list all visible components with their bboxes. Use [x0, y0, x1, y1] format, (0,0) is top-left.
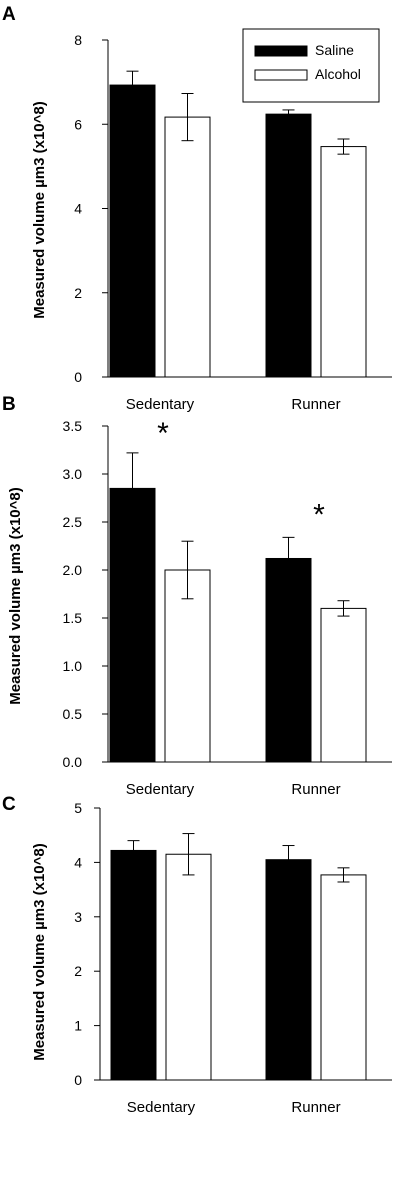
panel-b-letter: B	[2, 394, 16, 415]
panel-b-ylabel: Measured volume µm3 (x10^8)	[7, 487, 24, 705]
bar-alcohol-sedentary	[164, 116, 211, 378]
panel-a-legend: Saline Alcohol	[242, 28, 380, 103]
x-category-label: Runner	[291, 1099, 340, 1116]
panel-c-ylabel: Measured volume µm3 (x10^8)	[31, 843, 48, 1061]
y-tick-label: 0.5	[63, 706, 83, 722]
y-tick-label: 6	[74, 116, 82, 132]
y-tick-label: 2	[74, 285, 82, 301]
y-tick-label: 4	[74, 201, 82, 217]
y-tick-label: 3.5	[63, 418, 83, 434]
bar-alcohol-runner	[320, 607, 367, 763]
x-category-label: Runner	[291, 396, 340, 413]
bar-alcohol-runner	[320, 874, 367, 1081]
x-category-label: Sedentary	[126, 396, 195, 413]
y-tick-label: 3.0	[63, 466, 83, 482]
y-tick-label: 8	[74, 32, 82, 48]
y-tick-label: 5	[74, 800, 82, 816]
legend-label-saline: Saline	[315, 42, 354, 58]
x-category-label: Sedentary	[127, 1099, 196, 1116]
y-tick-label: 0	[74, 1072, 82, 1088]
significance-star: *	[313, 498, 325, 531]
panel-b: B Measured volume µm3 (x10^8) 0.0 0.5 1.0 1…	[2, 394, 392, 798]
y-tick-label: 1	[74, 1018, 82, 1034]
panel-c-plot: 0 1 2 3 4 5 Sedentary Runner	[74, 800, 392, 1116]
panel-c: C Measured volume µm3 (x10^8) 0 1 2 3 4 5 Sede…	[2, 794, 392, 1116]
bar-saline-runner	[265, 859, 312, 1081]
y-tick-label: 1.5	[63, 610, 83, 626]
panel-a: A Measured volume µm3 (x10^8) 0 2 4 6 8 Seden…	[2, 4, 392, 413]
y-tick-label: 4	[74, 854, 82, 870]
panel-a-plot: 0 2 4 6 8 Sedentary Runner	[74, 32, 392, 413]
bar-saline-sedentary	[110, 849, 157, 1081]
y-tick-label: 2.5	[63, 514, 83, 530]
bar-saline-sedentary	[109, 84, 156, 378]
x-category-label: Sedentary	[126, 781, 195, 798]
y-tick-label: 0	[74, 369, 82, 385]
legend-label-alcohol: Alcohol	[315, 66, 361, 82]
panel-b-plot: 0.0 0.5 1.0 1.5 2.0 2.5 3.0 3.5 Sedentary Runner *…	[63, 417, 392, 798]
y-tick-label: 0.0	[63, 754, 83, 770]
panel-a-ylabel: Measured volume µm3 (x10^8)	[31, 101, 48, 319]
bar-alcohol-runner	[320, 146, 367, 378]
panel-a-letter: A	[2, 4, 16, 25]
y-tick-label: 3	[74, 909, 82, 925]
legend-swatch-alcohol	[254, 69, 308, 81]
y-tick-label: 2.0	[63, 562, 83, 578]
legend-swatch-saline	[254, 45, 308, 57]
bar-alcohol-sedentary	[164, 569, 211, 763]
bar-alcohol-sedentary	[165, 853, 212, 1081]
y-tick-label: 1.0	[63, 658, 83, 674]
y-tick-label: 2	[74, 963, 82, 979]
x-category-label: Runner	[291, 781, 340, 798]
legend-box	[242, 28, 380, 103]
bar-saline-sedentary	[109, 487, 156, 763]
panel-c-letter: C	[2, 794, 16, 815]
significance-star: *	[157, 417, 169, 450]
bar-saline-runner	[265, 557, 312, 763]
bar-saline-runner	[265, 113, 312, 378]
